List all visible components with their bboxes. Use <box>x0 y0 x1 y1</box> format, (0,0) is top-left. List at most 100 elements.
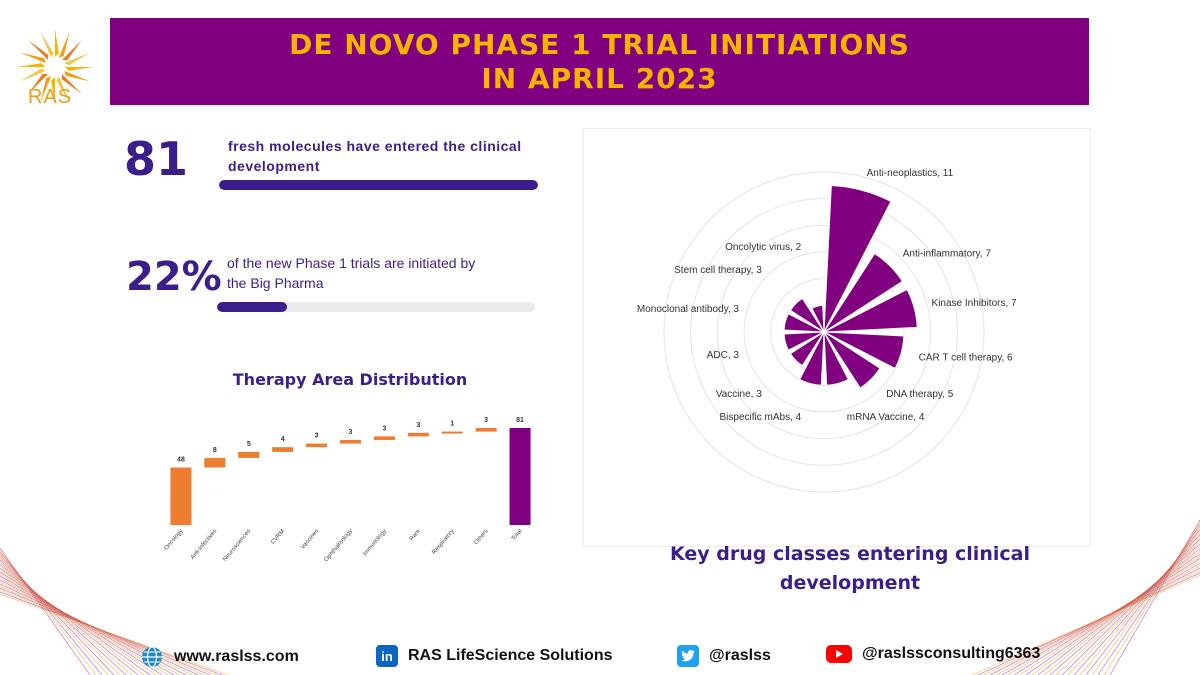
footer-twitter[interactable]: @raslss <box>677 645 771 667</box>
waterfall-bar-vaccines <box>306 443 328 448</box>
waterfall-value-label: 3 <box>349 429 353 436</box>
stat-molecules-text: fresh molecules have entered the clinica… <box>228 138 522 174</box>
deco-line-right <box>1043 546 1200 675</box>
polar-label: Monoclonal antibody, 3 <box>637 304 740 315</box>
deco-line-right <box>1067 536 1200 675</box>
footer-linkedin-text: RAS LifeScience Solutions <box>408 647 613 664</box>
logo-text: RAS <box>28 86 73 108</box>
deco-line-right <box>1013 558 1200 675</box>
waterfall-category-label: CVRM <box>270 528 286 545</box>
sun-ray <box>17 63 45 67</box>
waterfall-category-label: Others <box>473 528 489 546</box>
therapy-chart-title: Therapy Area Distribution <box>232 370 468 389</box>
polar-wedge-anti-inflammatory <box>823 252 904 333</box>
waterfall-value-label: 1 <box>450 421 454 428</box>
polar-label: Oncolytic virus, 2 <box>725 242 802 253</box>
waterfall-bar-neurosciences <box>238 451 260 458</box>
header-banner: DE NOVO PHASE 1 TRIAL INITIATIONS IN APR… <box>110 18 1089 105</box>
polar-grid-ring <box>716 224 932 440</box>
youtube-icon <box>826 645 852 663</box>
footer-youtube-text: @raslssconsulting6363 <box>862 645 1041 662</box>
deco-line-right <box>1061 538 1200 675</box>
waterfall-category-label: Anti-infectives <box>190 528 219 560</box>
deco-line-right <box>1103 522 1200 675</box>
drug-class-chart-title: Key drug classes entering clinical devel… <box>670 543 1030 594</box>
deco-line-right <box>1097 524 1200 675</box>
waterfall-value-label: 5 <box>247 441 251 448</box>
waterfall-bar-ophthalmology <box>339 439 362 444</box>
deco-line-left <box>0 559 127 675</box>
polar-grid-ring <box>663 171 985 493</box>
deco-line-right <box>1091 527 1200 675</box>
polar-wedge-vaccine <box>789 331 825 367</box>
sun-ray <box>61 74 82 94</box>
deco-line-right <box>1031 550 1200 675</box>
deco-line-right <box>1055 541 1200 675</box>
stat-bigpharma-text: of the new Phase 1 trials are initiated … <box>227 255 476 291</box>
waterfall-bar-immunology <box>373 436 395 440</box>
polar-label: ADC, 3 <box>707 350 740 361</box>
sun-ray <box>28 40 49 60</box>
stat-molecules-bar <box>219 180 538 190</box>
polar-label: Vaccine, 3 <box>716 389 762 400</box>
therapy-waterfall-chart: 48 Oncology 8 Anti-infectives 5 Neurosciences… <box>148 407 545 575</box>
polar-wedge-car-t-cell-therapy <box>823 331 905 370</box>
sun-ray <box>19 68 46 82</box>
sun-logo-icon <box>17 29 93 105</box>
polar-wedge-stem-cell-therapy <box>789 297 825 333</box>
deco-line-left <box>0 563 139 675</box>
twitter-icon <box>677 645 699 667</box>
sun-ray <box>64 52 91 66</box>
polar-label: Stem cell therapy, 3 <box>674 265 762 276</box>
sun-ray <box>19 52 46 64</box>
footer-website-text: www.raslss.com <box>174 648 299 665</box>
polar-wedge-oncolytic-virus <box>811 304 825 333</box>
polar-wedge-mrna-vaccine <box>823 331 849 386</box>
polar-label: Anti-neoplastics, 11 <box>867 168 954 179</box>
polar-label: Anti-inflammatory, 7 <box>903 248 992 259</box>
deco-line-left <box>0 567 151 675</box>
deco-line-right <box>1037 548 1200 675</box>
footer-youtube[interactable]: @raslssconsulting6363 <box>826 645 1040 663</box>
stat-molecules-bar-fill <box>219 180 538 190</box>
waterfall-value-label: 3 <box>416 422 420 429</box>
waterfall-category-label: Vaccines <box>300 528 320 550</box>
waterfall-bar-rare <box>407 432 429 437</box>
polar-grid-ring <box>743 251 905 413</box>
waterfall-value-label: 48 <box>177 457 185 464</box>
waterfall-value-label: 8 <box>213 447 217 454</box>
sun-ray <box>55 29 59 57</box>
deco-line-right <box>1025 553 1200 675</box>
deco-line-left <box>0 555 115 675</box>
polar-grid-ring <box>796 304 852 360</box>
sun-ray <box>62 40 82 61</box>
waterfall-bar-respiratory <box>441 431 463 434</box>
polar-wedge-kinase-inhibitors <box>823 288 918 333</box>
stat-bigpharma-bar <box>217 302 535 312</box>
sun-ray <box>64 70 91 82</box>
footer-website[interactable]: www.raslss.com <box>140 645 299 669</box>
polar-wedge-dna-therapy <box>823 331 881 389</box>
footer-linkedin[interactable]: in RAS LifeScience Solutions <box>376 645 612 667</box>
sun-ray <box>40 31 54 58</box>
deco-line-left <box>0 561 133 675</box>
sun-ray <box>28 73 48 94</box>
waterfall-value-label: 3 <box>484 417 488 424</box>
deco-line-right <box>1073 534 1200 675</box>
deco-line-left <box>0 553 109 675</box>
stat-bigpharma-number: 22% <box>126 254 222 300</box>
footer-twitter-text: @raslss <box>709 647 771 664</box>
deco-line-left <box>0 549 97 675</box>
waterfall-category-label: Oncology <box>164 528 185 551</box>
sun-ray <box>56 76 70 103</box>
waterfall-category-label: Total <box>511 528 524 542</box>
linkedin-icon: in <box>376 645 398 667</box>
waterfall-value-label: 81 <box>516 417 524 424</box>
stat-bigpharma-bar-fill <box>217 302 287 312</box>
waterfall-category-label: Rare <box>409 528 422 542</box>
sun-ray <box>58 31 70 58</box>
page-title-line1: DE NOVO PHASE 1 TRIAL INITIATIONS <box>289 27 910 61</box>
polar-label: Bispecific mAbs, 4 <box>720 412 802 423</box>
waterfall-bar-total <box>509 428 531 525</box>
deco-line-left <box>0 565 145 675</box>
